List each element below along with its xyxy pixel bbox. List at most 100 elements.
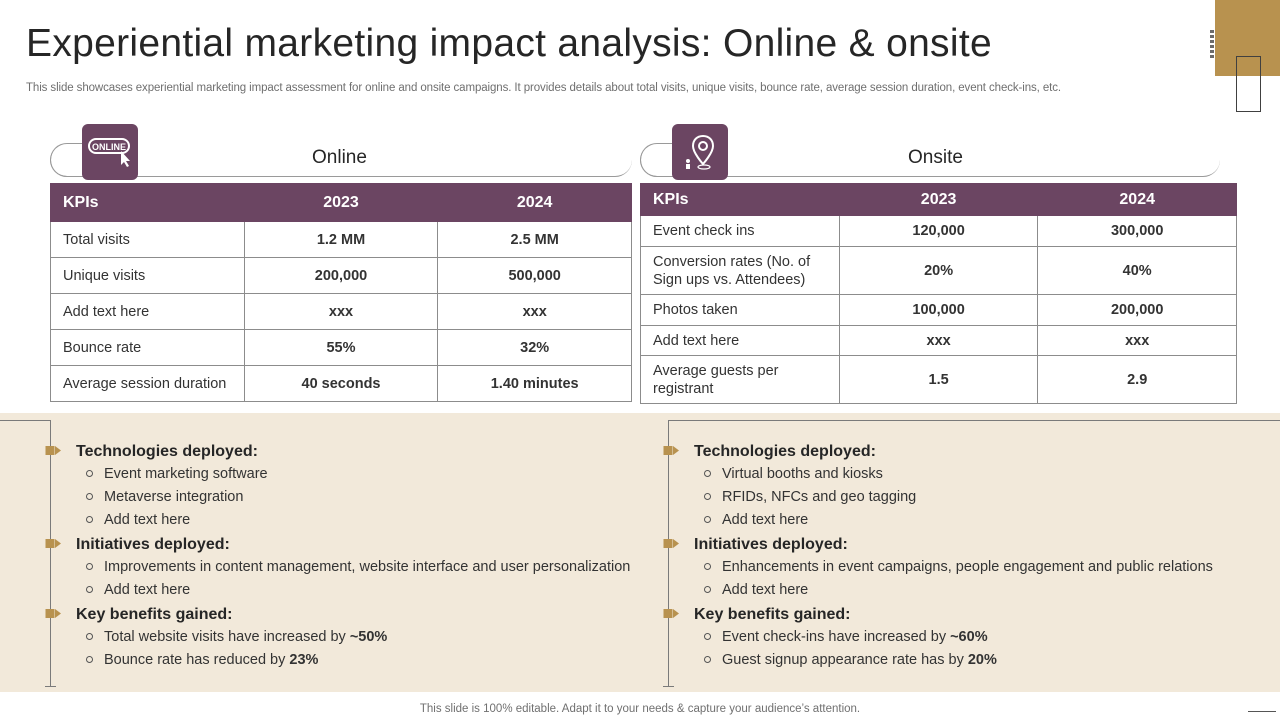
online-panel-header: ONLINE Online [50, 124, 632, 180]
section-marker-icon [45, 607, 63, 621]
list-item: Add text here [86, 582, 190, 598]
online-kpi-name: Total visits [50, 221, 245, 258]
section-title: Initiatives deployed: [76, 536, 230, 553]
slide-title: Experiential marketing impact analysis: … [26, 22, 992, 65]
bullet-circle-icon [86, 516, 93, 523]
onsite-kpi-name: Event check ins [640, 215, 840, 247]
footer-note: This slide is 100% editable. Adapt it to… [419, 703, 861, 715]
list-item-text: RFIDs, NFCs and geo tagging [722, 489, 917, 505]
onsite-icon-box [672, 124, 728, 180]
list-item: Add text here [704, 512, 808, 528]
section-title: Technologies deployed: [694, 443, 876, 460]
online-value-2023: xxx [243, 293, 439, 330]
table-row: Average session duration 40 seconds 1.40… [50, 365, 632, 402]
bullet-circle-icon [86, 563, 93, 570]
list-item-text: Add text here [722, 582, 809, 598]
bullet-circle-icon [86, 493, 93, 500]
section-title: Technologies deployed: [76, 443, 258, 460]
online-value-2023: 55% [243, 329, 439, 366]
onsite-value-2023: 20% [838, 246, 1039, 295]
table-row: Bounce rate 55% 32% [50, 329, 632, 366]
bullet-circle-icon [86, 470, 93, 477]
bullet-circle-icon [704, 656, 711, 663]
online-kpi-name: Bounce rate [50, 329, 245, 366]
list-item-text: Add text here [104, 582, 191, 598]
list-item-text: Total website visits have increased by [104, 629, 350, 645]
list-item-text: Guest signup appearance rate has by [722, 652, 968, 668]
online-kpi-name: Average session duration [50, 365, 245, 402]
section-title: Key benefits gained: [694, 606, 851, 623]
online-kpi-name: Add text here [50, 293, 245, 330]
onsite-panel-title: Onsite [908, 147, 963, 168]
online-header-2023: 2023 [243, 183, 439, 222]
list-item: Event check-ins have increased by ~60% [704, 629, 988, 645]
tree-connector [0, 420, 50, 421]
location-pin-person-icon [686, 134, 715, 170]
bullet-circle-icon [704, 470, 711, 477]
bullet-circle-icon [86, 656, 93, 663]
online-icon-text: ONLINE [92, 142, 126, 152]
bullet-circle-icon [704, 586, 711, 593]
slide-subtitle: This slide showcases experiential market… [26, 82, 1061, 94]
onsite-panel-header: Onsite [640, 124, 1220, 180]
online-value-2023: 1.2 MM [243, 221, 439, 258]
online-value-2024: 1.40 minutes [437, 365, 632, 402]
bullet-circle-icon [704, 633, 711, 640]
bullet-circle-icon [86, 586, 93, 593]
bullet-circle-icon [704, 493, 711, 500]
list-item-text: Enhancements in event campaigns, people … [722, 559, 1213, 575]
details-panel [0, 413, 1280, 692]
onsite-value-2024: 2.9 [1037, 355, 1237, 404]
onsite-kpi-name: Average guests per registrant [640, 355, 840, 404]
list-item: Bounce rate has reduced by 23% [86, 652, 318, 668]
table-row: Photos taken 100,000 200,000 [640, 294, 1237, 326]
tree-connector [668, 420, 1280, 421]
onsite-value-2024: 300,000 [1037, 215, 1237, 247]
section-marker-icon [45, 444, 63, 458]
list-item-text: Metaverse integration [104, 489, 244, 505]
onsite-value-2024: 40% [1037, 246, 1237, 295]
list-item-highlight: ~50% [349, 629, 388, 645]
onsite-value-2023: 100,000 [838, 294, 1039, 326]
list-item: Add text here [704, 582, 808, 598]
section-title: Key benefits gained: [76, 606, 233, 623]
onsite-value-2023: 1.5 [838, 355, 1039, 404]
online-value-2024: xxx [437, 293, 632, 330]
online-table-header-row: KPIs 2023 2024 [50, 183, 632, 222]
onsite-kpi-name: Add text here [640, 325, 840, 356]
list-item-text: Bounce rate has reduced by [104, 652, 290, 668]
corner-decoration-dots [1210, 30, 1214, 64]
online-header-kpis: KPIs [50, 183, 245, 222]
list-item-text: Virtual booths and kiosks [722, 466, 883, 482]
bullet-circle-icon [704, 563, 711, 570]
bullet-circle-icon [86, 633, 93, 640]
section-marker-icon [663, 537, 681, 551]
table-row: Unique visits 200,000 500,000 [50, 257, 632, 294]
footer-rule [1248, 711, 1276, 712]
list-item: Metaverse integration [86, 489, 243, 505]
table-row: Average guests per registrant 1.5 2.9 [640, 355, 1237, 404]
onsite-kpi-name: Photos taken [640, 294, 840, 326]
list-item: Enhancements in event campaigns, people … [704, 559, 1213, 575]
online-value-2024: 2.5 MM [437, 221, 632, 258]
online-kpi-table: KPIs 2023 2024 Total visits 1.2 MM 2.5 M… [50, 183, 632, 402]
section-marker-icon [45, 537, 63, 551]
corner-decoration-frame [1236, 56, 1261, 112]
list-item-text: Event marketing software [104, 466, 268, 482]
online-value-2023: 200,000 [243, 257, 439, 294]
online-value-2023: 40 seconds [243, 365, 439, 402]
list-item: Improvements in content management, webs… [86, 559, 630, 575]
list-item-highlight: 20% [967, 652, 997, 668]
onsite-value-2024: xxx [1037, 325, 1237, 356]
online-header-2024: 2024 [437, 183, 632, 222]
section-marker-icon [663, 444, 681, 458]
section-title: Initiatives deployed: [694, 536, 848, 553]
onsite-kpi-name: Conversion rates (No. of Sign ups vs. At… [640, 246, 840, 295]
list-item-text: Add text here [722, 512, 809, 528]
table-row: Total visits 1.2 MM 2.5 MM [50, 221, 632, 258]
online-panel-title: Online [312, 147, 367, 168]
onsite-header-2023: 2023 [838, 183, 1039, 216]
section-marker-icon [663, 607, 681, 621]
list-item-text: Improvements in content management, webs… [104, 559, 631, 575]
onsite-value-2023: 120,000 [838, 215, 1039, 247]
